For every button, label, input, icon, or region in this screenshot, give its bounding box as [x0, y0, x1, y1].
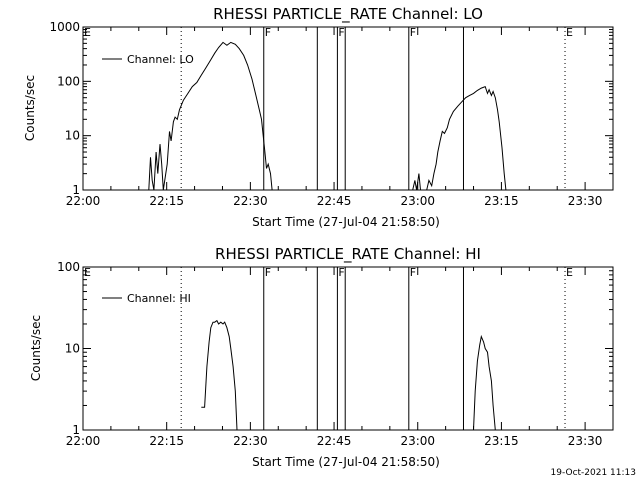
y-axis-label: Counts/sec [29, 315, 43, 381]
x-tick-label: 22:00 [66, 194, 101, 208]
event-marker-label: F [410, 266, 416, 279]
x-axis-label: Start Time (27-Jul-04 21:58:50) [252, 215, 440, 229]
x-tick-label: 22:15 [149, 194, 184, 208]
series-line [473, 334, 496, 431]
y-tick-label: 1 [72, 183, 80, 197]
x-tick-label: 22:45 [317, 194, 352, 208]
x-tick-label: 23:30 [568, 194, 603, 208]
event-marker-label: E [84, 266, 91, 279]
series-line [426, 85, 507, 191]
event-marker-label: E [84, 26, 91, 39]
event-marker-label: E [566, 266, 573, 279]
legend: Channel: LO [102, 53, 194, 66]
x-tick-label: 23:00 [400, 434, 435, 448]
event-marker-label: F [265, 266, 271, 279]
y-tick-label: 10 [65, 342, 80, 356]
legend-label: Channel: LO [127, 53, 194, 66]
x-tick-label: 23:30 [568, 434, 603, 448]
chart-title: RHESSI PARTICLE_RATE Channel: HI [215, 245, 481, 264]
x-tick-label: 22:15 [149, 434, 184, 448]
x-tick-label: 22:00 [66, 434, 101, 448]
event-marker-label: F [265, 26, 271, 39]
x-tick-label: 22:45 [317, 434, 352, 448]
series-line [201, 319, 238, 431]
series-line [148, 41, 273, 191]
data-series [201, 319, 496, 431]
y-axis-label: Counts/sec [23, 75, 37, 141]
chart-panel-lo: RHESSI PARTICLE_RATE Channel: LO Counts/… [23, 5, 614, 229]
timestamp-stamp: 19-Oct-2021 11:13 [551, 468, 636, 478]
y-tick-label: 100 [57, 260, 80, 274]
chart-title: RHESSI PARTICLE_RATE Channel: LO [213, 5, 483, 24]
plot-frame [82, 266, 614, 431]
axis-ticks: 22:00 22:15 22:30 22:45 23:00 23:15 23:30 1 10 10… [49, 20, 614, 208]
x-tick-label: 23:00 [400, 194, 435, 208]
event-marker-label: F [338, 26, 344, 39]
y-tick-label: 1 [72, 423, 80, 437]
event-marker-label: F [410, 26, 416, 39]
event-marker-label: F [338, 266, 344, 279]
axis-ticks: 22:00 22:15 22:30 22:45 23:00 23:15 23:30 1 10 10… [57, 260, 614, 448]
x-tick-label: 23:15 [484, 434, 519, 448]
y-tick-label: 10 [65, 129, 80, 143]
y-tick-label: 1000 [49, 20, 80, 34]
legend: Channel: HI [102, 292, 191, 305]
event-marker-label: E [566, 26, 573, 39]
plot-frame [82, 26, 614, 191]
y-tick-label: 100 [57, 74, 80, 88]
x-axis-label: Start Time (27-Jul-04 21:58:50) [252, 455, 440, 469]
chart-panel-hi: RHESSI PARTICLE_RATE Channel: HI Counts/… [29, 245, 614, 469]
x-tick-label: 22:30 [233, 434, 268, 448]
x-tick-label: 23:15 [484, 194, 519, 208]
legend-label: Channel: HI [127, 292, 191, 305]
x-tick-label: 22:30 [233, 194, 268, 208]
